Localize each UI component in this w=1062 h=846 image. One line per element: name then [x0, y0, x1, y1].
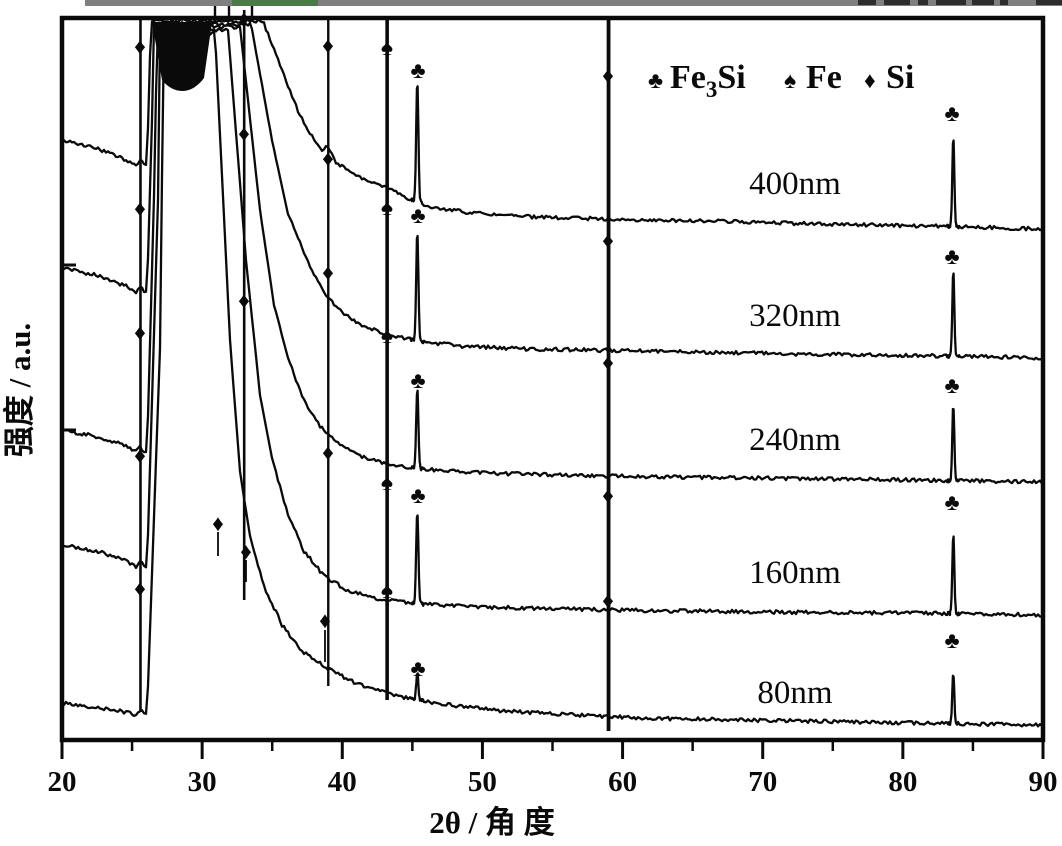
- series-label-320nm: 320nm: [749, 298, 841, 334]
- x-axis-label: 2θ / 角 度: [429, 805, 555, 840]
- si-diamond-marker: ♦: [134, 320, 146, 345]
- x-axis-tick-label: 30: [188, 766, 217, 798]
- legend-fe-spade-marker: ♠: [784, 68, 796, 93]
- fe3si-club-marker: ♣: [944, 101, 959, 126]
- x-axis-tick-label: 20: [48, 766, 77, 798]
- fe3si-club-marker: ♣: [410, 368, 425, 393]
- legend-si-diamond-marker: ♦: [864, 68, 876, 93]
- selection-highlight: [232, 0, 318, 6]
- si-diamond-marker: ♦: [240, 539, 252, 564]
- si-diamond-marker: ♦: [602, 63, 614, 88]
- legend-label-2: Si: [886, 59, 914, 96]
- si-diamond-marker: ♦: [319, 608, 331, 633]
- series-label-400nm: 400nm: [749, 166, 841, 202]
- si-diamond-marker: ♦: [134, 576, 146, 601]
- cropped-page-header-strip: [0, 0, 1062, 7]
- si-diamond-marker: ♦: [322, 33, 334, 58]
- si-diamond-marker: ♦: [134, 34, 146, 59]
- fe3si-club-marker: ♣: [410, 203, 425, 228]
- cropped-text-fragment: [858, 0, 876, 5]
- fe3si-club-marker: ♣: [410, 656, 425, 681]
- si-diamond-marker: ♦: [238, 6, 250, 31]
- legend-fe3si-club-marker: ♣: [648, 68, 663, 93]
- y-axis-label: 强度 / a.u.: [2, 323, 37, 457]
- fe3si-club-marker: ♣: [944, 373, 959, 398]
- fe3si-club-marker: ♣: [410, 58, 425, 83]
- fe-spade-marker: ♠: [381, 35, 393, 60]
- si-diamond-marker: ♦: [322, 260, 334, 285]
- si-diamond-marker: ♦: [322, 146, 334, 171]
- xrd-curve-80nm: [61, 30, 1043, 728]
- legend-label-1: Fe: [806, 59, 842, 96]
- fe3si-club-marker: ♣: [410, 483, 425, 508]
- si-diamond-marker: ♦: [238, 288, 250, 313]
- si-diamond-marker: ♦: [174, 35, 186, 60]
- cropped-text-fragment: [1000, 0, 1008, 5]
- xrd-curve-400nm: [61, 18, 1043, 232]
- si-diamond-marker: ♦: [238, 121, 250, 146]
- si-diamond-marker: ♦: [602, 588, 614, 613]
- cropped-text-fragment: [1036, 0, 1062, 5]
- fe-spade-marker: ♠: [381, 470, 393, 495]
- fe3si-club-marker: ♣: [944, 628, 959, 653]
- series-label-80nm: 80nm: [757, 675, 833, 711]
- fe3si-club-marker: ♣: [944, 244, 959, 269]
- si-diamond-marker: ♦: [602, 228, 614, 253]
- cropped-text-fragment: [884, 0, 910, 5]
- cropped-text-fragment: [972, 0, 994, 5]
- fe-spade-marker: ♠: [381, 323, 393, 348]
- series-label-240nm: 240nm: [749, 422, 841, 458]
- si-diamond-marker: ♦: [602, 350, 614, 375]
- si-diamond-marker: ♦: [134, 196, 146, 221]
- series-label-160nm: 160nm: [749, 555, 841, 591]
- si-diamond-marker: ♦: [322, 440, 334, 465]
- cropped-text-fragment: [936, 0, 966, 5]
- x-axis-tick-label: 80: [888, 766, 917, 798]
- x-axis-tick-label: 50: [468, 766, 497, 798]
- plot-frame: [59, 15, 1046, 743]
- fe3si-club-marker: ♣: [944, 490, 959, 515]
- fe-spade-marker: ♠: [381, 578, 393, 603]
- x-axis-tick-label: 40: [328, 766, 357, 798]
- xrd-curve-240nm: [61, 24, 1043, 485]
- page-edge-bar: [85, 0, 1062, 6]
- si-diamond-marker: ♦: [602, 483, 614, 508]
- xrd-curve-160nm: [61, 27, 1043, 618]
- fe-spade-marker: ♠: [381, 195, 393, 220]
- x-axis-tick-label: 90: [1029, 766, 1058, 798]
- generated-chart-content: 20 30 40 50 60 70 80 90 400nm 320nm 240nm 160nm 80nm…: [48, 6, 1058, 798]
- x-axis-tick-label: 60: [608, 766, 637, 798]
- legend-label-0: Fe3Si: [670, 59, 746, 102]
- substrate-peak-mass: [152, 22, 212, 92]
- x-axis-tick-label: 70: [748, 766, 777, 798]
- si-diamond-marker: ♦: [212, 511, 224, 536]
- xrd-curve-320nm: [61, 21, 1043, 361]
- si-diamond-marker: ♦: [134, 443, 146, 468]
- cropped-text-fragment: [918, 0, 928, 5]
